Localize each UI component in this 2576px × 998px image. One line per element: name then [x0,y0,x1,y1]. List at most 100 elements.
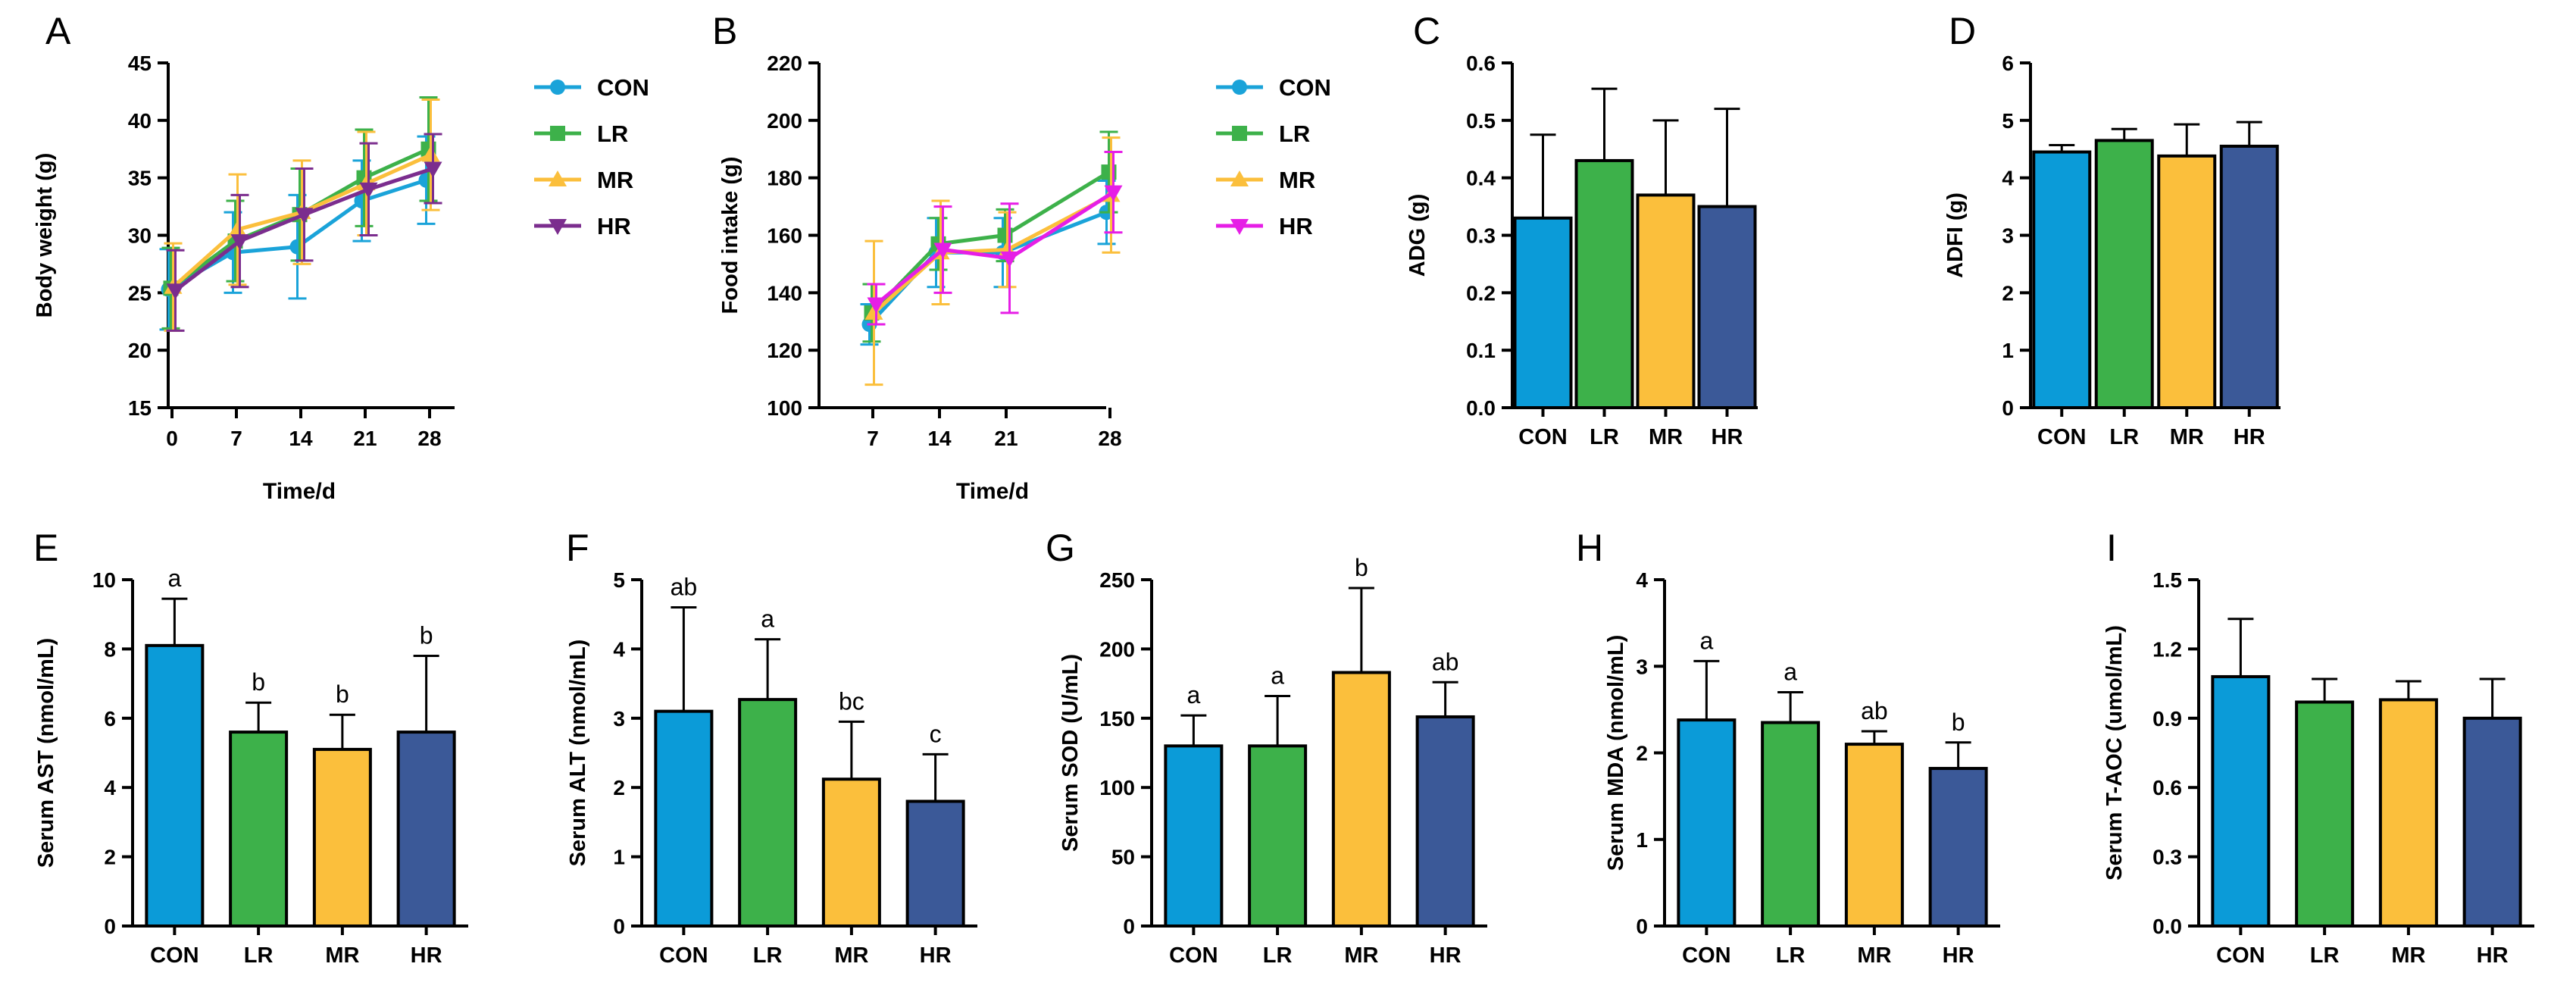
x-tick-label: CON [1682,943,1730,968]
x-axis-label: Time/d [956,479,1029,504]
x-axis-label: Time/d [263,479,336,504]
chart-panel-g: G 0 50 100 150 200 250 Serum SOD (U/mL) CON a LR a M… [1046,527,1487,968]
y-tick-label: 0.0 [2152,915,2182,938]
bar-lr [2295,700,2355,928]
series-mr [864,136,1121,386]
bar-lr [2094,139,2154,409]
y-tick-label: 5 [613,568,625,592]
chart-panel-h: H 0 1 2 3 4 Serum MDA (nmol/mL) CON a LR a MR ab HR b [1576,527,2000,968]
y-tick-label: 25 [128,281,152,305]
y-tick-label: 140 [767,281,802,305]
y-tick-label: 1.2 [2152,637,2182,661]
significance-letter: ab [1432,648,1459,675]
legend-label: MR [597,167,633,193]
y-tick-label: 2 [1636,742,1648,765]
bar-lr [1574,158,1634,410]
x-tick-label: LR [1263,943,1293,968]
bar-lr [1248,744,1308,928]
x-tick-label: CON [2216,943,2265,968]
x-tick-label: LR [1776,943,1805,968]
panel-label: B [712,10,737,52]
chart-panel-d: D 0 1 2 3 4 5 6 ADFI (g) CON LR MR HR [1943,10,2281,449]
y-tick-label: 45 [128,52,152,75]
bar-mr [2378,698,2438,928]
legend-marker [549,171,567,186]
x-tick-label: 28 [417,427,441,450]
bar-con [1677,718,1737,928]
legend-marker [1232,80,1247,95]
legend-label: HR [597,213,631,239]
y-axis-label: ADG (g) [1405,194,1430,277]
y-tick-label: 0.3 [1466,224,1496,248]
y-tick-label: 15 [128,396,152,420]
y-tick-label: 0.3 [2152,846,2182,869]
bar-mr [2157,154,2217,409]
significance-letter: b [336,680,349,708]
y-tick-label: 0.6 [1466,52,1496,75]
y-tick-label: 0.5 [1466,109,1496,133]
y-axis-label: Serum MDA (nmol/mL) [1604,635,1628,871]
y-tick-label: 0.9 [2152,707,2182,731]
y-tick-label: 30 [128,224,152,248]
data-point [359,182,378,199]
y-tick-label: 160 [767,224,802,248]
y-tick-label: 1 [2002,339,2014,362]
y-tick-label: 100 [767,396,802,420]
data-point [424,161,442,178]
y-tick-label: 8 [104,637,116,661]
x-tick-label: HR [1943,943,1974,968]
y-tick-label: 1 [1636,828,1648,852]
y-tick-label: 200 [767,109,802,133]
bar-hr [2219,144,2279,409]
bar-con [1513,216,1573,409]
series-hr [867,151,1123,326]
y-tick-label: 0.2 [1466,281,1496,305]
x-tick-label: CON [2037,425,2086,449]
bar-lr [229,731,289,928]
y-tick-label: 0 [1123,915,1135,938]
y-axis-label: Body weight (g) [33,153,57,318]
y-tick-label: 0.0 [1466,396,1496,420]
bar-mr [312,747,372,928]
series-line [872,193,1112,314]
significance-letter: a [1271,662,1284,690]
y-tick-label: 2 [2002,281,2014,305]
legend-marker [1232,126,1247,141]
bar-hr [1697,205,1757,409]
data-point [166,283,185,300]
y-tick-label: 6 [2002,52,2014,75]
bar-con [1164,744,1224,928]
y-tick-label: 150 [1099,707,1135,731]
y-axis-label: Serum T-AOC (umol/mL) [2102,625,2127,881]
y-tick-label: 50 [1111,846,1135,869]
legend-marker [550,80,565,95]
x-tick-label: LR [1590,425,1619,449]
y-tick-label: 0.6 [2152,776,2182,799]
x-tick-label: 0 [166,427,178,450]
legend-label: MR [1279,167,1315,193]
x-tick-label: HR [920,943,952,968]
panel-label: I [2106,527,2117,569]
y-tick-label: 3 [2002,224,2014,248]
y-tick-label: 40 [128,109,152,133]
chart-panel-i: I 0.0 0.3 0.6 0.9 1.2 1.5 Serum T-AOC (umol/mL)… [2102,527,2534,968]
y-tick-label: 10 [92,568,116,592]
y-tick-label: 0 [2002,396,2014,420]
x-tick-label: MR [834,943,868,968]
y-axis-label: Serum ALT (nmol/mL) [566,640,590,867]
significance-letter: a [167,565,181,592]
chart-panel-b: B 100 120 140 160 180 200 220 Food intake (g) 7 14… [712,10,1331,504]
x-tick-label: MR [2391,943,2425,968]
y-tick-label: 0 [1636,915,1648,938]
series-hr [166,133,442,332]
data-point [295,208,314,224]
legend-marker [1230,171,1249,186]
chart-panel-c: C 0.0 0.1 0.2 0.3 0.4 0.5 0.6 ADG (g) CON LR MR HR [1405,10,1758,449]
series-line [870,170,1110,314]
bar-mr [1636,193,1696,409]
y-tick-label: 1.5 [2152,568,2182,592]
data-point [1000,251,1019,267]
bar-lr [738,698,798,928]
y-tick-label: 20 [128,339,152,362]
